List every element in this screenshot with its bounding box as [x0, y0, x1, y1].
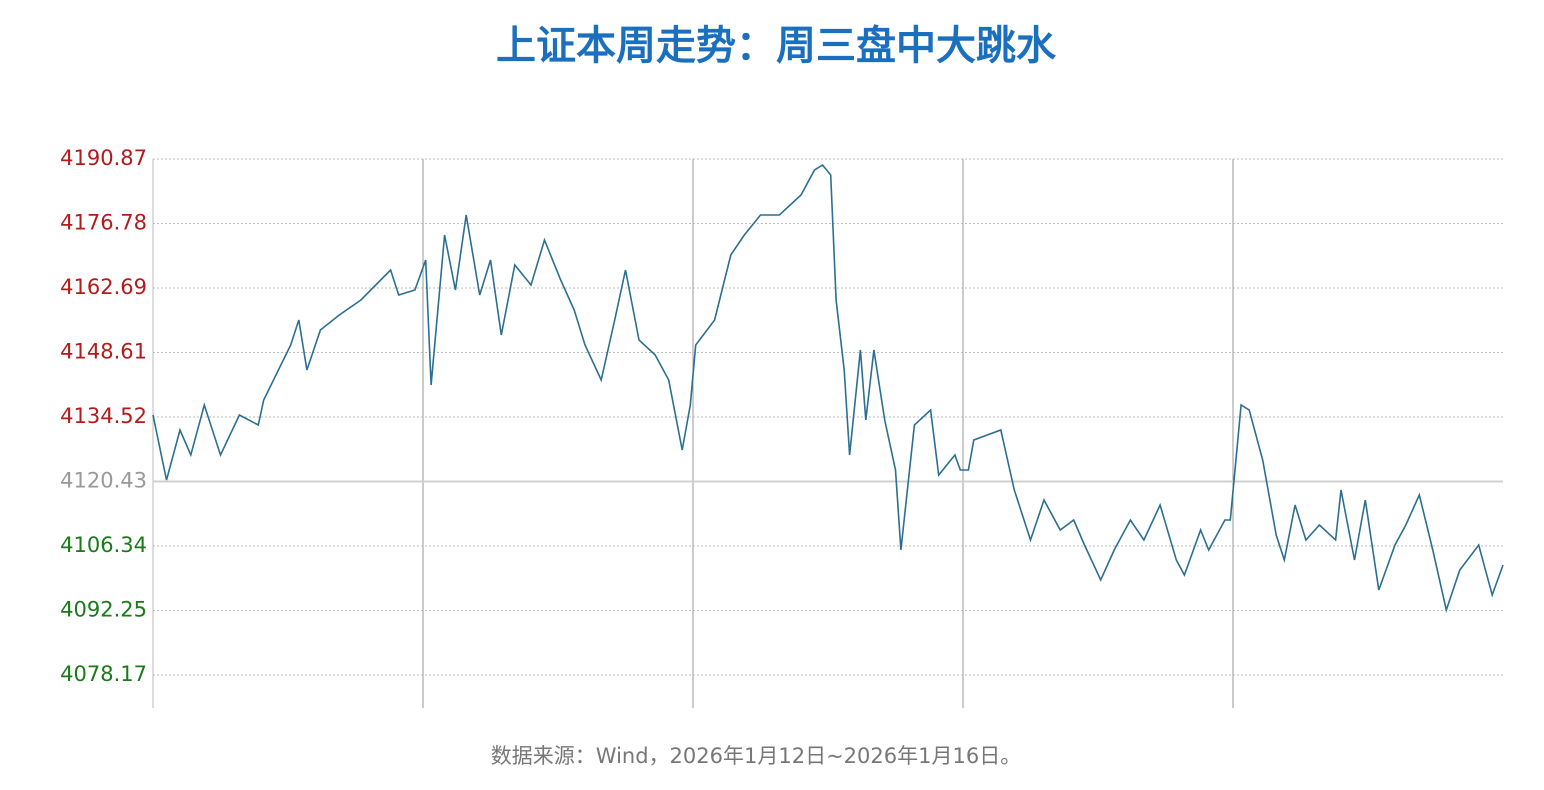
y-tick-label: 4078.17 [60, 662, 147, 686]
chart-title: 上证本周走势：周三盘中大跳水 [496, 23, 1057, 69]
y-tick-label: 4176.78 [60, 211, 147, 235]
y-tick-label: 4106.34 [60, 533, 147, 557]
y-tick-label: 4148.61 [60, 339, 147, 363]
y-tick-label: 4092.25 [60, 598, 147, 622]
y-tick-label: 4190.87 [60, 146, 147, 170]
y-tick-label: 4134.52 [60, 404, 147, 428]
y-tick-label: 4162.69 [60, 275, 147, 299]
source-note: 数据来源：Wind，2026年1月12日~2026年1月16日。 [491, 744, 1021, 768]
y-tick-label: 4120.43 [60, 469, 147, 493]
price-line [152, 163, 1504, 613]
